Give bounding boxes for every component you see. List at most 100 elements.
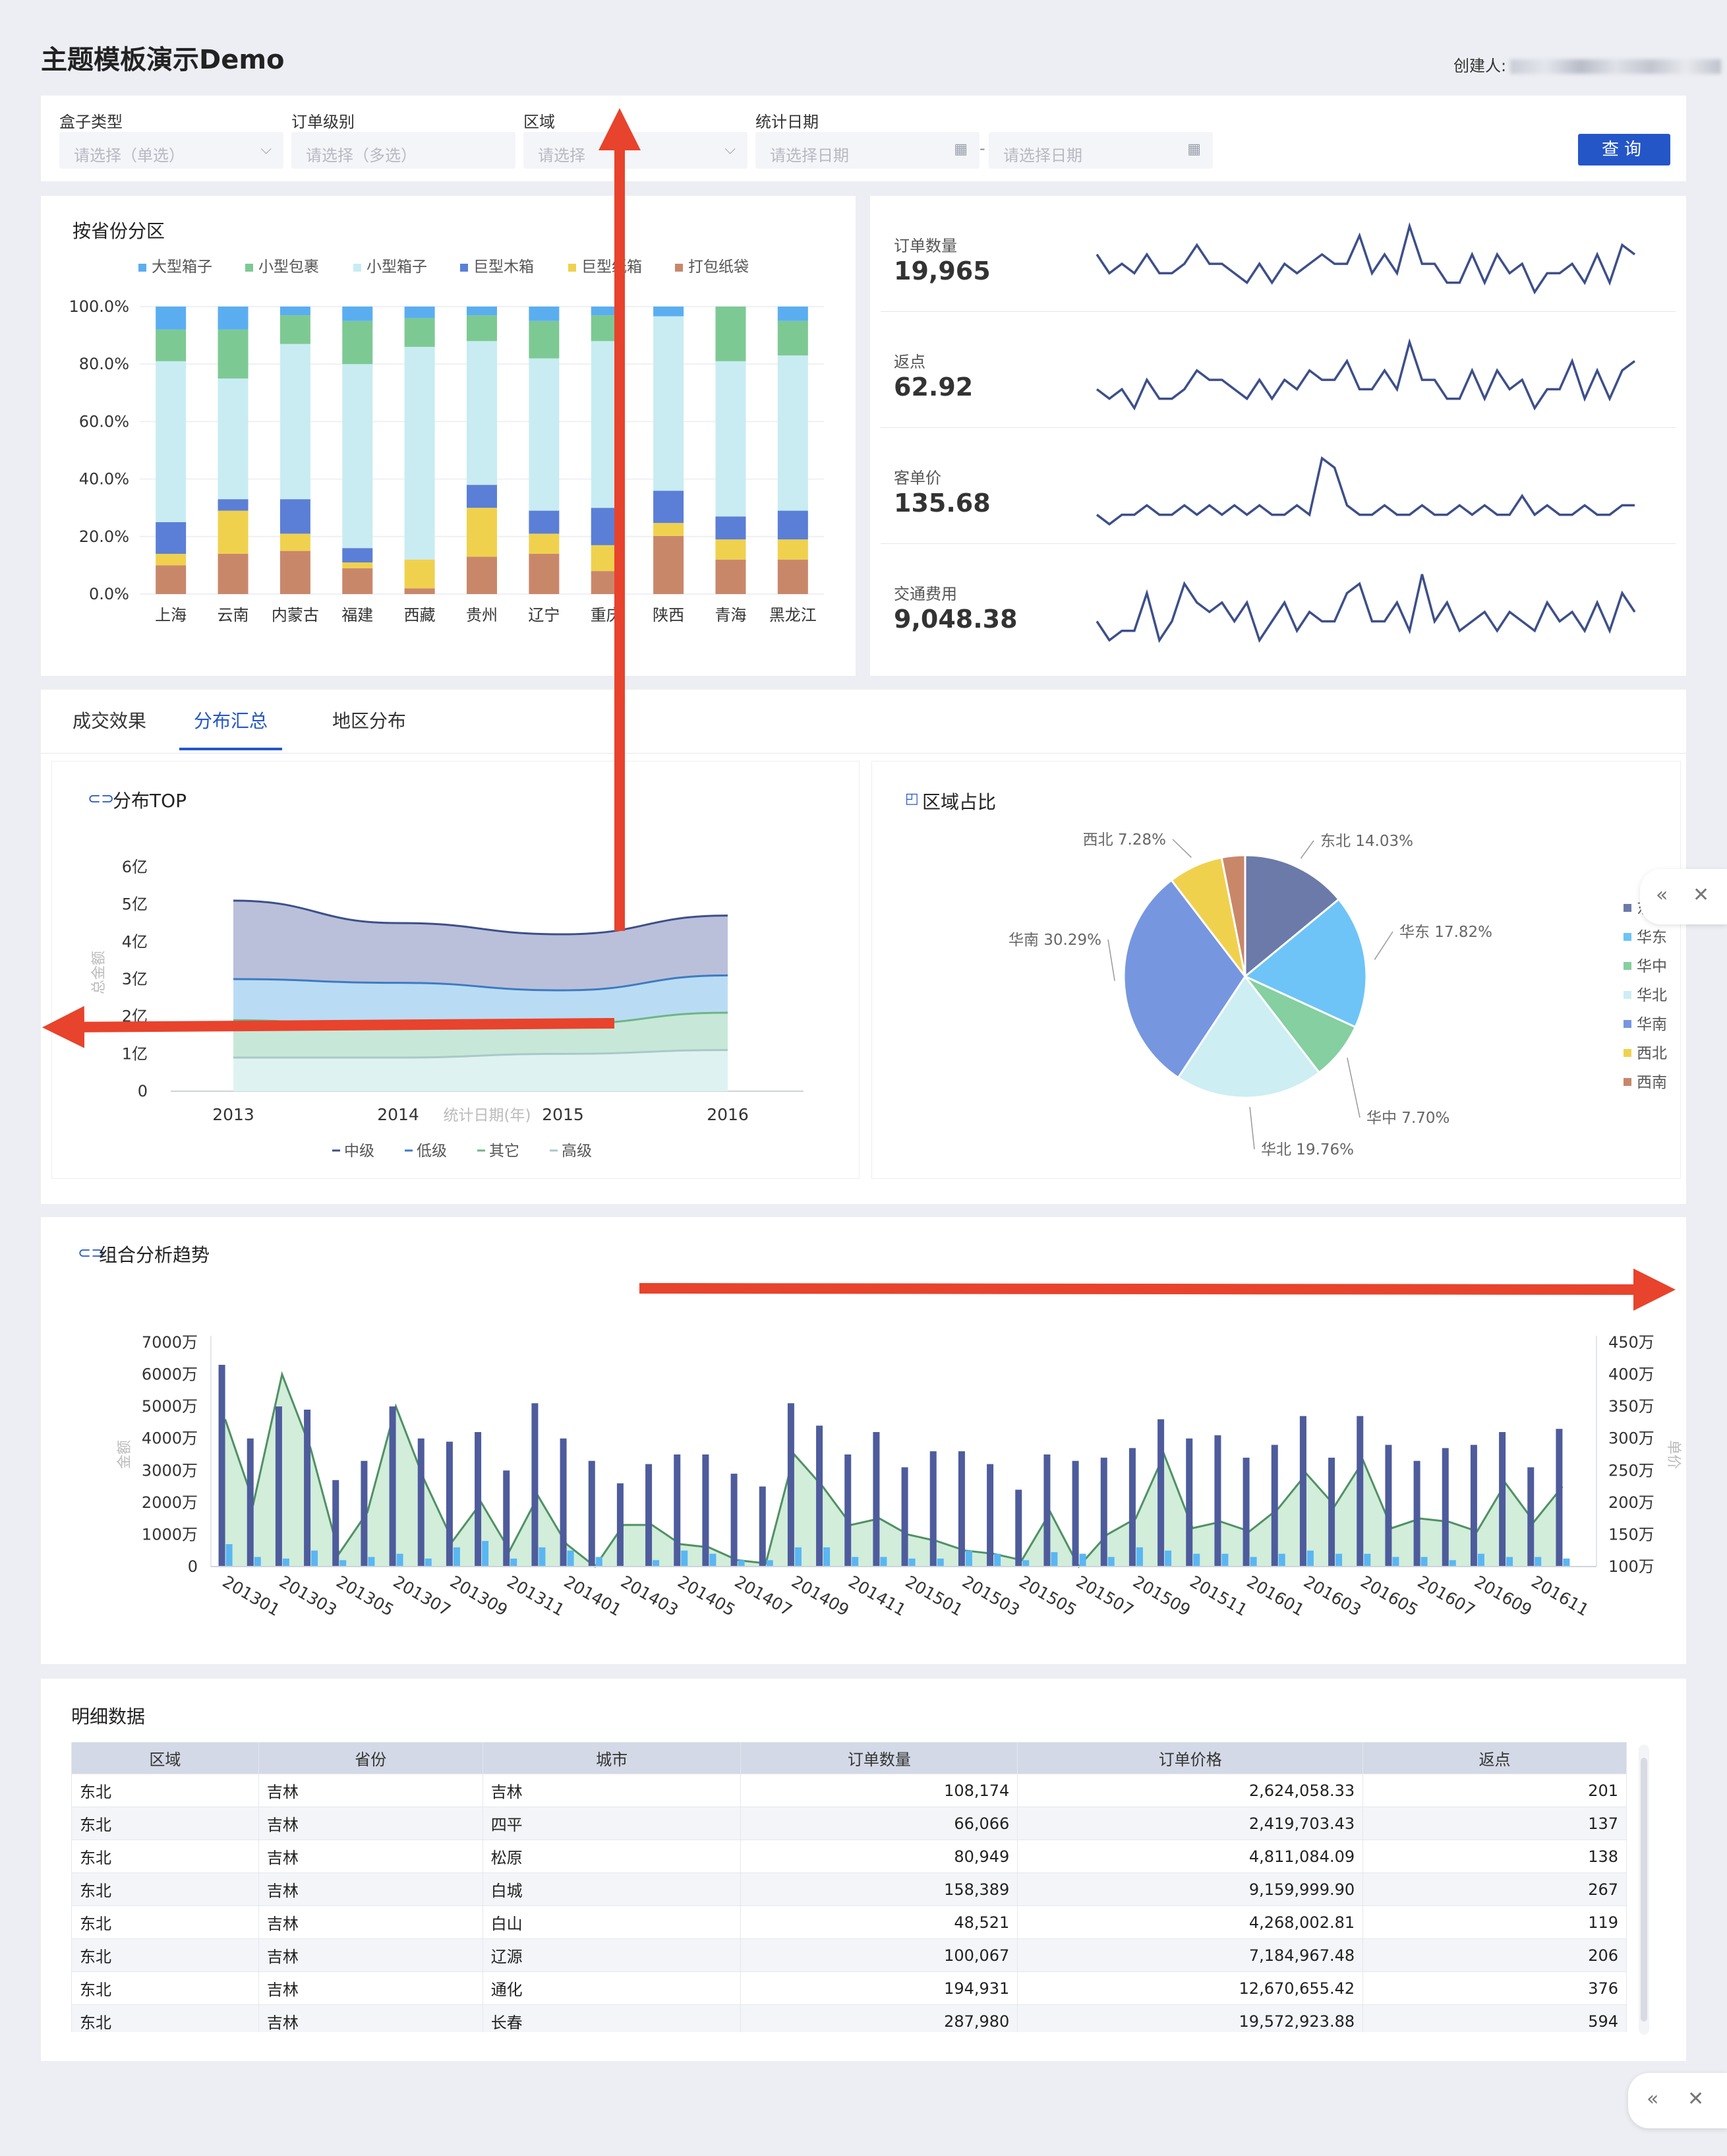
table-header-cell[interactable]: 省份 [258, 1742, 483, 1774]
table-row[interactable]: 东北 吉林 四平 66,066 2,419,703.43 137 [71, 1807, 1627, 1840]
bar-light [738, 1560, 745, 1567]
x-tick-label: 201403 [618, 1572, 682, 1620]
pie-slice [1123, 878, 1246, 1079]
table-header-cell[interactable]: 订单价格 [1017, 1742, 1364, 1774]
province-stacked-bar-chart: 0.0% 20.0% 40.0% 60.0% 80.0% 100.0% 上海 云南 内蒙古 福建 西… [69, 297, 824, 624]
link-icon: ⊂⊃ [78, 1243, 105, 1262]
tab-divider [41, 753, 1686, 754]
bar-dark [1072, 1460, 1079, 1567]
legend-item[interactable]: 巨型纸箱 [568, 254, 642, 276]
table-header-cell[interactable]: 城市 [482, 1742, 742, 1774]
x-tick-label: 201311 [504, 1572, 568, 1620]
table-header-cell[interactable]: 返点 [1362, 1742, 1627, 1774]
table-row[interactable]: 东北 吉林 吉林 108,174 2,624,058.33 201 [71, 1774, 1627, 1807]
tools-icon[interactable]: ✕ [1693, 883, 1710, 907]
kpi-row: 客单价 135.68 [881, 428, 1676, 544]
pie-leader-line [1374, 931, 1393, 960]
legend-label: 华东 [1637, 929, 1667, 946]
table-row[interactable]: 东北 吉林 通化 194,931 12,670,655.42 376 [71, 1971, 1627, 2005]
bar-segment [342, 568, 373, 594]
table-scrollbar[interactable] [1639, 1745, 1649, 2035]
filter-label-region: 区域 [523, 113, 555, 131]
legend-item[interactable]: 小型箱子 [353, 254, 427, 276]
region-select[interactable]: 请选择 ⌵ [523, 132, 747, 169]
bar-light [254, 1557, 261, 1567]
order-level-select[interactable]: 请选择（多选） [291, 132, 515, 169]
legend-item[interactable]: 巨型木箱 [460, 254, 534, 276]
pie-chart-icon: ◰ [905, 791, 919, 807]
pie-leader-line [1107, 939, 1115, 981]
pie-slice [1177, 974, 1321, 1099]
collapse-icon[interactable]: « [1656, 883, 1668, 907]
table-row[interactable]: 东北 吉林 白城 158,389 9,159,999.90 267 [71, 1872, 1627, 1906]
start-date-input[interactable]: 请选择日期 ▦ [755, 132, 980, 169]
table-cell: 吉林 [258, 1905, 483, 1939]
x-tick-label: 2013 [212, 1105, 254, 1124]
box-type-select[interactable]: 请选择（单选） ⌵ [59, 132, 283, 169]
legend-item[interactable]: 小型包裹 [245, 254, 319, 276]
pie-chart-panel: ◰ 区域占比 东北 14.03% 华东 17.82% 华中 7.70% 华北 19.7… [871, 761, 1681, 1179]
pie-label: 华南 30.29% [1009, 932, 1101, 949]
table-header-cell[interactable]: 区域 [71, 1742, 259, 1774]
bar-dark [588, 1460, 595, 1567]
area-chart-title: 分布TOP [113, 790, 187, 812]
table-cell: 白城 [482, 1872, 742, 1906]
kpi-sparkline [1096, 574, 1636, 644]
table-cell: 194,931 [740, 1971, 1018, 2005]
bar-segment [218, 553, 249, 594]
kpi-sparkline [1096, 456, 1635, 526]
bar-light [1022, 1560, 1030, 1567]
bar-dark [446, 1441, 453, 1567]
table-row[interactable]: 东北 吉林 辽源 100,067 7,184,967.48 206 [71, 1938, 1627, 1972]
bar-dark [361, 1460, 368, 1567]
sparkline-path [1096, 574, 1636, 644]
bar-segment [279, 499, 310, 534]
x-tick-label: 内蒙古 [272, 606, 319, 624]
bar-segment [653, 491, 684, 524]
sparkline-path [1096, 222, 1636, 295]
bar-segment [404, 559, 435, 589]
bar-segment [279, 533, 310, 551]
tab-region-distribution[interactable]: 地区分布 [332, 710, 407, 732]
bar-light [482, 1541, 489, 1567]
table-row[interactable]: 东北 吉林 松原 80,949 4,811,084.09 138 [71, 1840, 1627, 1873]
bar-segment [777, 510, 808, 540]
table-row[interactable]: 东北 吉林 白山 48,521 4,268,002.81 119 [71, 1905, 1627, 1939]
bar-segment [404, 347, 435, 560]
bar-dark [1128, 1448, 1136, 1567]
tab-deal-effect[interactable]: 成交效果 [73, 710, 147, 732]
order-level-placeholder: 请选择（多选） [306, 146, 417, 165]
legend-item[interactable]: 打包纸袋 [675, 254, 749, 276]
x-tick-label: 201407 [732, 1572, 796, 1620]
bar-light [282, 1558, 289, 1567]
tab-distribution-summary[interactable]: 分布汇总 [194, 710, 268, 732]
collapse-icon[interactable]: « [1647, 2087, 1659, 2111]
bar-light [1306, 1550, 1314, 1567]
table-row[interactable]: 东北 吉林 长春 287,980 19,572,923.88 594 [71, 2004, 1627, 2032]
bar-light [994, 1553, 1001, 1567]
query-button[interactable]: 查询 [1578, 134, 1670, 165]
y-tick-label: 100.0% [69, 297, 129, 316]
bar-segment [218, 510, 249, 554]
end-date-input[interactable]: 请选择日期 ▦ [989, 132, 1213, 169]
tools-icon[interactable]: ✕ [1687, 2087, 1705, 2111]
table-header-cell[interactable]: 订单数量 [740, 1742, 1018, 1774]
y-tick-label: 0 [138, 1082, 148, 1100]
detail-table-card: 明细数据 区域 省份 城市 订单数量 订单价格 返点 东北 吉林 吉林 108,174 2,624… [41, 1679, 1686, 2061]
kpi-row: 订单数量 19,965 [881, 196, 1676, 312]
table-cell: 4,811,084.09 [1017, 1840, 1364, 1873]
bar-dark [1413, 1460, 1420, 1567]
table-cell: 7,184,967.48 [1017, 1938, 1364, 1972]
legend-item[interactable]: 大型箱子 [138, 254, 212, 276]
table-cell: 东北 [71, 1840, 259, 1873]
bar-segment [342, 364, 373, 549]
bar-light [937, 1558, 944, 1567]
pie-leader-line [1300, 840, 1314, 859]
bar-light [1221, 1553, 1229, 1567]
tab-active-underline [179, 748, 282, 750]
bar-dark [645, 1464, 653, 1567]
bar-dark [304, 1410, 311, 1567]
table-cell: 206 [1362, 1938, 1627, 1972]
bar-dark [873, 1432, 880, 1567]
y-tick-label-left: 6000万 [142, 1365, 198, 1384]
